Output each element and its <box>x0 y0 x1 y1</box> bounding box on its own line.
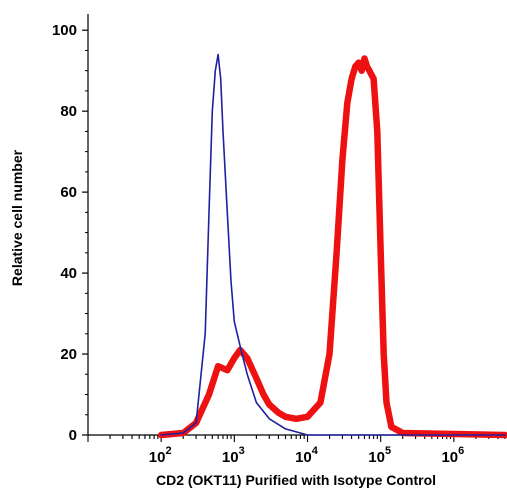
plot-frame <box>87 14 505 436</box>
x-tick-label: 104 <box>295 445 319 466</box>
x-tick-label: 103 <box>222 445 245 466</box>
y-axis-ticks: 0 20 40 60 80 100 <box>52 22 88 444</box>
y-tick-label: 0 <box>69 427 77 444</box>
x-tick-label: 106 <box>441 445 464 466</box>
y-tick-label: 60 <box>60 184 77 201</box>
x-tick-label: 105 <box>368 445 391 466</box>
x-axis-ticks: 102 103 104 105 106 <box>87 435 506 466</box>
series-layer <box>157 53 507 439</box>
isotype-control-series-line <box>160 53 506 436</box>
cd2-series-line <box>157 55 507 439</box>
y-tick-label: 80 <box>60 103 77 120</box>
y-axis-label: Relative cell number <box>9 149 25 286</box>
y-tick-label: 100 <box>52 22 77 39</box>
x-tick-label: 102 <box>149 445 172 466</box>
y-tick-label: 20 <box>60 346 77 363</box>
x-axis-label: CD2 (OKT11) Purified with Isotype Contro… <box>156 472 436 488</box>
y-tick-label: 40 <box>60 265 77 282</box>
